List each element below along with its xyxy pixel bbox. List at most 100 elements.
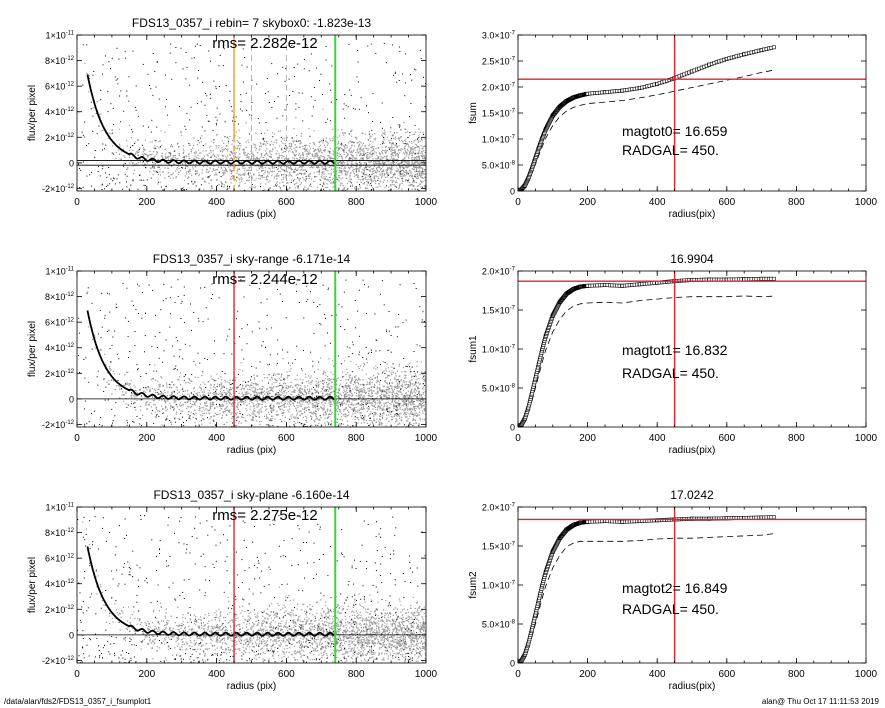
scatter-point (387, 168, 389, 170)
scatter-point (256, 169, 258, 171)
scatter-point (317, 167, 319, 169)
scatter-point (212, 129, 214, 131)
scatter-point (140, 409, 142, 411)
scatter-point (128, 154, 130, 156)
scatter-point (227, 148, 229, 150)
scatter-point (358, 428, 359, 429)
scatter-point (414, 174, 416, 176)
scatter-point (323, 390, 325, 392)
scatter-point (221, 154, 223, 156)
scatter-point (193, 57, 195, 59)
scatter-point (347, 106, 349, 108)
scatter-point (418, 377, 420, 380)
scatter-point (280, 389, 282, 391)
scatter-point (345, 390, 348, 392)
scatter-point (321, 174, 323, 176)
scatter-point (275, 182, 277, 184)
scatter-point (421, 155, 423, 157)
scatter-point (390, 171, 392, 173)
scatter-point (403, 195, 404, 196)
scatter-point (415, 376, 417, 378)
scatter-point (244, 167, 246, 169)
scatter-point (324, 178, 326, 181)
scatter-point (243, 152, 245, 154)
scatter-point (256, 420, 258, 422)
scatter-point (196, 394, 199, 397)
scatter-point (332, 137, 334, 139)
scatter-point (177, 173, 179, 176)
scatter-point (397, 169, 399, 171)
scatter-point (389, 379, 391, 381)
scatter-point (303, 68, 305, 70)
scatter-point (254, 410, 256, 413)
scatter-point (156, 61, 158, 63)
scatter-point (283, 383, 285, 385)
scatter-point (331, 182, 333, 184)
scatter-point (175, 386, 178, 388)
scatter-point (171, 393, 173, 395)
scatter-point (189, 433, 190, 434)
scatter-point (375, 365, 377, 367)
scatter-point (424, 163, 426, 165)
scatter-point (360, 388, 362, 390)
scatter-point (225, 85, 227, 87)
scatter-point (362, 150, 364, 152)
scatter-point (208, 175, 210, 177)
scatter-point (418, 397, 420, 399)
scatter-point (323, 370, 325, 372)
scatter-point (413, 162, 415, 165)
scatter-point (291, 44, 293, 46)
scatter-point (283, 377, 285, 380)
scatter-point (325, 412, 327, 414)
scatter-point (315, 413, 317, 415)
scatter-point (298, 140, 300, 142)
scatter-point (284, 171, 286, 173)
scatter-point (326, 410, 328, 412)
scatter-point (329, 393, 331, 395)
scatter-point (309, 167, 311, 169)
scatter-point (308, 152, 310, 154)
scatter-point (356, 154, 358, 156)
scatter-point (389, 148, 390, 150)
scatter-point (117, 174, 119, 176)
scatter-point (375, 180, 377, 182)
scatter-point (393, 157, 395, 159)
scatter-point (286, 147, 289, 149)
scatter-point (406, 170, 408, 172)
scatter-point (135, 152, 137, 154)
scatter-point (360, 414, 362, 416)
scatter-point (414, 133, 416, 135)
scatter-point (323, 144, 326, 146)
scatter-point (395, 145, 397, 147)
scatter-point (177, 418, 179, 420)
scatter-point (104, 188, 106, 190)
scatter-point (412, 181, 414, 183)
scatter-point (350, 166, 352, 168)
y-tick-label: 2×10-12 (45, 133, 75, 143)
scatter-point (362, 391, 364, 393)
scatter-point (130, 395, 132, 397)
scatter-point (223, 186, 225, 188)
scatter-point (178, 391, 180, 393)
scatter-point (349, 89, 351, 91)
scatter-point (360, 181, 362, 183)
scatter-point (412, 179, 414, 181)
scatter-point (405, 160, 407, 162)
scatter-point (221, 183, 223, 185)
scatter-point (330, 156, 332, 158)
scatter-point (374, 413, 376, 415)
scatter-point (94, 150, 96, 151)
scatter-point (371, 146, 373, 148)
scatter-point (157, 166, 159, 168)
scatter-point (401, 182, 403, 184)
scatter-point (373, 173, 375, 175)
scatter-point (380, 407, 382, 409)
scatter-point (265, 162, 267, 164)
scatter-point (363, 395, 365, 397)
scatter-point (118, 128, 120, 130)
scatter-point (332, 168, 334, 170)
scatter-point (419, 131, 421, 134)
scatter-point (340, 182, 342, 184)
scatter-point (283, 406, 285, 408)
scatter-point (381, 127, 383, 129)
